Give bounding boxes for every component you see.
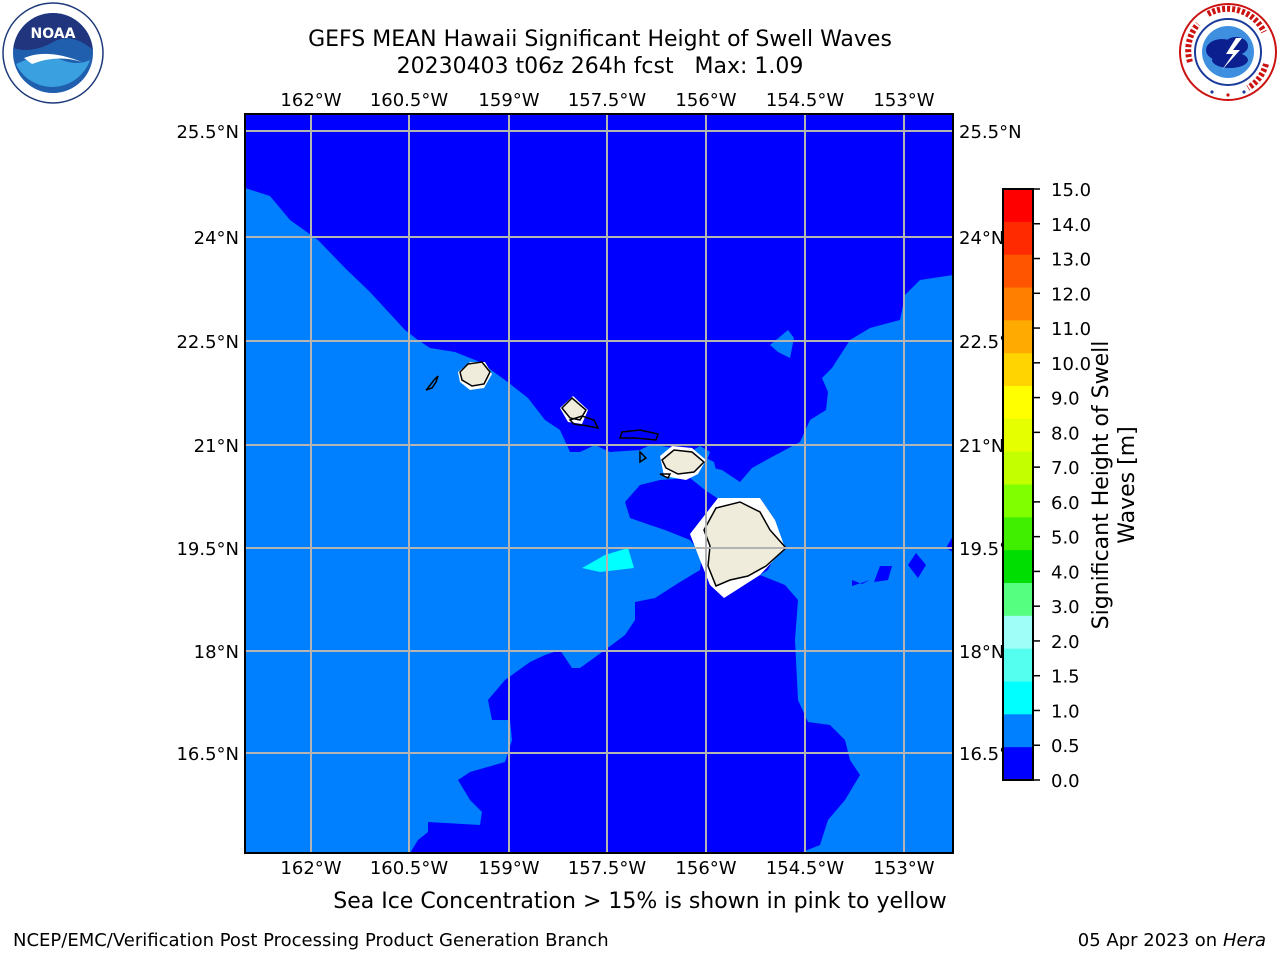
- lon-labels-bottom: 162°W 160.5°W 159°W 157.5°W 156°W 154.5°W 153°…: [280, 858, 934, 879]
- colorbar-tick-label: 11.0: [1051, 319, 1091, 340]
- sea-ice-caption: Sea Ice Concentration > 15% is shown in …: [0, 889, 1280, 914]
- map-frame: [244, 113, 954, 854]
- colorbar-swatch: [1003, 615, 1033, 650]
- colorbar-tick-label: 1.0: [1051, 701, 1080, 722]
- colorbar-swatch: [1003, 714, 1033, 748]
- lat-label-right: 18°N: [959, 642, 1004, 663]
- lon-label-top: 156°W: [675, 90, 736, 111]
- colorbar-swatch: [1003, 550, 1033, 584]
- colorbar-tick-label: 2.0: [1051, 632, 1080, 653]
- colorbar-swatch: [1003, 747, 1033, 781]
- lat-label-right: 21°N: [959, 436, 1004, 457]
- colorbar-swatch: [1003, 320, 1033, 354]
- lat-label-left: 24°N: [194, 228, 239, 249]
- colorbar-tick-label: 10.0: [1051, 354, 1091, 375]
- colorbar-swatch: [1003, 583, 1033, 617]
- lon-label-top: 159°W: [478, 90, 539, 111]
- lon-label-bottom: 160.5°W: [370, 858, 449, 879]
- colorbar: [1002, 188, 1034, 781]
- lat-label-left: 19.5°N: [176, 539, 239, 560]
- colorbar-tick-label: 9.0: [1051, 389, 1080, 410]
- colorbar-tick-label: 5.0: [1051, 528, 1080, 549]
- colorbar-ticks: 15.0 14.0 13.0 12.0 11.0 10.0 9.0 8.0 7.0 6.0 5.0 4…: [1033, 180, 1091, 792]
- svg-text:NOAA: NOAA: [31, 26, 76, 42]
- lat-label-left: 25.5°N: [176, 122, 239, 143]
- colorbar-tick-label: 0.5: [1051, 736, 1080, 757]
- lon-label-top: 153°W: [873, 90, 934, 111]
- lat-labels-left: 25.5°N 24°N 22.5°N 21°N 19.5°N 18°N 16.5°N: [176, 122, 239, 765]
- colorbar-tick-label: 3.0: [1051, 597, 1080, 618]
- colorbar-swatch: [1003, 517, 1033, 551]
- footer-date: 05 Apr 2023 on Hera: [1078, 930, 1266, 951]
- swell-patch-east-3: [908, 553, 926, 578]
- footer-date-text: 05 Apr 2023 on: [1077, 930, 1223, 951]
- colorbar-swatch: [1003, 353, 1033, 387]
- footer-host: Hera: [1222, 930, 1266, 951]
- map-title: GEFS MEAN Hawaii Significant Height of S…: [308, 27, 892, 52]
- map-field: [245, 114, 953, 853]
- lon-label-top: 157.5°W: [568, 90, 647, 111]
- nws-logo: [1179, 3, 1277, 101]
- colorbar-tick-label: 12.0: [1051, 284, 1091, 305]
- lon-label-bottom: 154.5°W: [766, 858, 845, 879]
- graticule: [245, 114, 953, 853]
- lat-label-right: 24°N: [959, 228, 1004, 249]
- colorbar-swatch: [1003, 254, 1033, 288]
- colorbar-label-line1: Significant Height of Swell: [1089, 340, 1114, 630]
- lon-label-bottom: 153°W: [873, 858, 934, 879]
- lat-label-left: 18°N: [194, 642, 239, 663]
- swell-field-north-0.0-0.5: [245, 114, 953, 482]
- colorbar-swatch: [1003, 189, 1033, 223]
- colorbar-tick-label: 0.0: [1051, 771, 1080, 792]
- noaa-logo: NOAA: [2, 2, 104, 104]
- swell-patch-north-mid: [770, 330, 794, 358]
- colorbar-label-line2: Waves [m]: [1115, 426, 1140, 544]
- lon-labels-top: 162°W 160.5°W 159°W 157.5°W 156°W 154.5°W 153°…: [280, 90, 934, 111]
- lon-label-top: 162°W: [280, 90, 341, 111]
- colorbar-swatch: [1003, 648, 1033, 682]
- lon-label-bottom: 162°W: [280, 858, 341, 879]
- colorbar-tick-label: 14.0: [1051, 215, 1091, 236]
- colorbar-swatch: [1003, 418, 1033, 453]
- map-subtitle: 20230403 t06z 264h fcst Max: 1.09: [396, 54, 804, 79]
- colorbar-swatch: [1003, 287, 1033, 321]
- lon-label-top: 154.5°W: [766, 90, 845, 111]
- lon-label-top: 160.5°W: [370, 90, 449, 111]
- colorbar-swatch: [1003, 484, 1033, 518]
- colorbar-tick-label: 7.0: [1051, 458, 1080, 479]
- colorbar-swatch: [1003, 386, 1033, 420]
- lat-label-left: 22.5°N: [176, 332, 239, 353]
- colorbar-swatch: [1003, 221, 1033, 256]
- lon-label-bottom: 157.5°W: [568, 858, 647, 879]
- lon-label-bottom: 159°W: [478, 858, 539, 879]
- colorbar-swatch: [1003, 681, 1033, 715]
- lat-label-left: 16.5°N: [176, 744, 239, 765]
- colorbar-frame: [1002, 188, 1034, 781]
- lon-label-bottom: 156°W: [675, 858, 736, 879]
- footer-credit: NCEP/EMC/Verification Post Processing Pr…: [13, 930, 609, 951]
- lat-label-left: 21°N: [194, 436, 239, 457]
- colorbar-tick-label: 4.0: [1051, 562, 1080, 583]
- sea-ice-caption-text: Sea Ice Concentration > 15% is shown in …: [333, 889, 947, 914]
- swell-patch-east-2: [874, 566, 892, 582]
- colorbar-swatch: [1003, 451, 1033, 485]
- colorbar-tick-label: 15.0: [1051, 180, 1091, 201]
- colorbar-tick-label: 13.0: [1051, 250, 1091, 271]
- swell-patch-east-1: [852, 580, 870, 586]
- colorbar-tick-label: 8.0: [1051, 423, 1080, 444]
- colorbar-tick-label: 1.5: [1051, 667, 1080, 688]
- lat-label-right: 25.5°N: [959, 122, 1022, 143]
- colorbar-tick-label: 6.0: [1051, 493, 1080, 514]
